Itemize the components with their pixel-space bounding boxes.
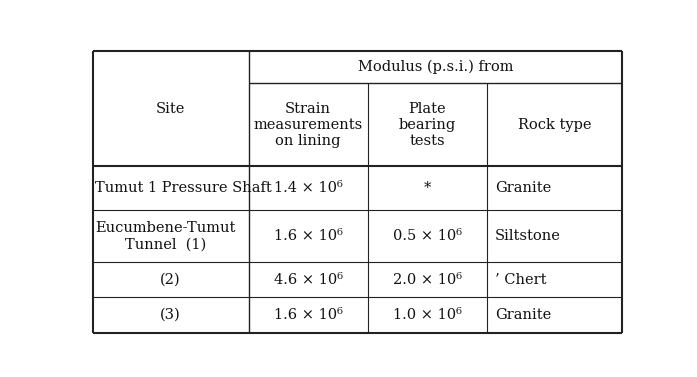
Text: Eucumbene-Tumut
Tunnel  (1): Eucumbene-Tumut Tunnel (1) [95,221,236,251]
Text: 1.6 × 10⁶: 1.6 × 10⁶ [274,308,343,322]
Text: 2.0 × 10⁶: 2.0 × 10⁶ [393,273,462,287]
Text: 4.6 × 10⁶: 4.6 × 10⁶ [274,273,343,287]
Text: (2): (2) [160,273,181,287]
Text: 1.4 × 10⁶: 1.4 × 10⁶ [274,181,343,195]
Text: 1.6 × 10⁶: 1.6 × 10⁶ [274,229,343,243]
Text: Rock type: Rock type [518,118,591,132]
Text: Strain
measurements
on lining: Strain measurements on lining [254,102,363,148]
Text: Tumut 1 Pressure Shaft: Tumut 1 Pressure Shaft [95,181,272,195]
Text: Granite: Granite [495,181,551,195]
Text: *: * [424,181,431,195]
Text: ’ Chert: ’ Chert [495,273,546,287]
Text: Site: Site [156,102,185,116]
Text: (3): (3) [160,308,181,322]
Text: 1.0 × 10⁶: 1.0 × 10⁶ [393,308,462,322]
Text: Plate
bearing
tests: Plate bearing tests [399,102,456,148]
Text: 0.5 × 10⁶: 0.5 × 10⁶ [393,229,462,243]
Text: Siltstone: Siltstone [495,229,561,243]
Text: Modulus (p.s.i.) from: Modulus (p.s.i.) from [358,60,513,74]
Text: Granite: Granite [495,308,551,322]
